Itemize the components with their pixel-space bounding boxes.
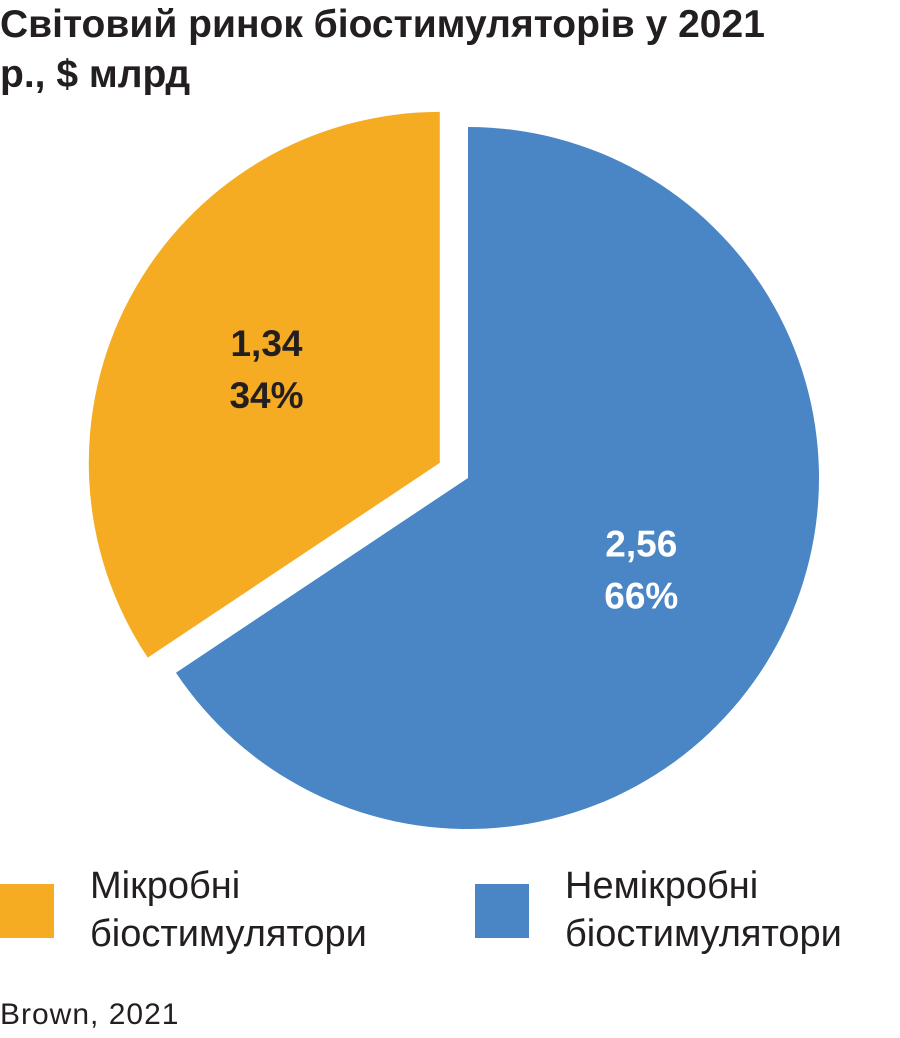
source: Brown, 2021 [0,998,180,1031]
legend-item: Мікробні біостимулятори [0,862,420,958]
percent-label: 66% [604,576,678,617]
legend-swatch [475,884,529,938]
pie-slice [175,127,820,829]
legend-label: Немікробні біостимулятори [565,865,842,955]
chart-title: Світовий ринок біостимуляторів у 2021 р.… [0,3,765,96]
value-label: 1,34 [230,323,302,364]
legend-swatch [0,884,54,938]
value-label: 2,56 [605,524,677,565]
chart: 1,34 34% 2,56 66% [88,111,820,829]
legend-label: Мікробні біостимулятори [90,865,367,955]
percent-label: 34% [229,375,303,416]
pie-slice [88,111,440,658]
legend-item: Немікробні біостимулятори [475,862,895,958]
